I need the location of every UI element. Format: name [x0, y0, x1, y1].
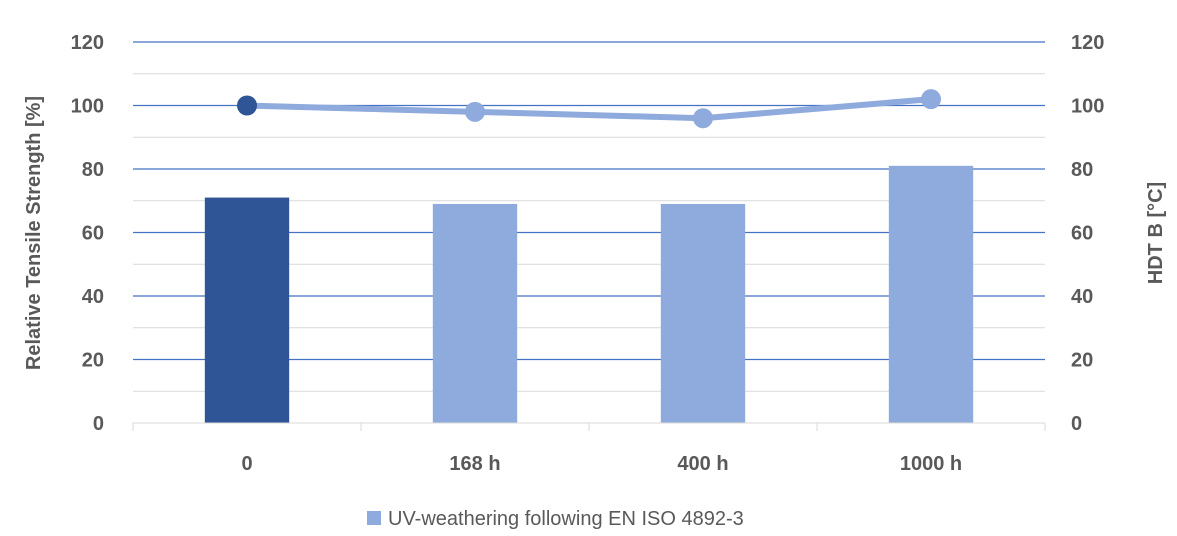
y-axis-right-title: HDT B [°C] [1145, 182, 1167, 284]
legend: UV-weathering following EN ISO 4892-3 [367, 508, 744, 530]
bar [660, 203, 746, 423]
line-series [237, 89, 941, 129]
x-axis-tick-label: 1000 h [900, 453, 962, 475]
bar [204, 197, 290, 423]
bar-series [204, 165, 974, 423]
y-axis-right-tick-label: 20 [1071, 350, 1093, 372]
y-axis-left-tick-label: 80 [82, 159, 104, 181]
x-axis-tick-label: 0 [241, 453, 252, 475]
axes: 0 20 40 60 80 100 120 0 20 40 60 80 100 120 0 168 h 400 … [71, 32, 1105, 475]
y-axis-left-tick-label: 20 [82, 350, 104, 372]
y-axis-left-tick-label: 120 [71, 32, 104, 54]
y-axis-right-tick-label: 120 [1071, 32, 1104, 54]
legend-swatch [367, 511, 381, 525]
y-axis-left-tick-label: 100 [71, 96, 104, 118]
legend-label: UV-weathering following EN ISO 4892-3 [388, 508, 744, 530]
x-axis-tick-label: 400 h [677, 453, 728, 475]
line-point [921, 89, 941, 110]
x-axis-tick-label: 168 h [449, 453, 500, 475]
line-point [237, 95, 257, 116]
bar [432, 203, 518, 423]
y-axis-right-tick-label: 100 [1071, 96, 1104, 118]
y-axis-right-tick-label: 0 [1071, 413, 1082, 435]
y-axis-right-tick-label: 80 [1071, 159, 1093, 181]
line-point [465, 101, 485, 122]
y-axis-left-tick-label: 40 [82, 286, 104, 308]
bar [888, 165, 974, 423]
y-axis-left-tick-label: 60 [82, 223, 104, 245]
y-axis-left-tick-label: 0 [93, 413, 104, 435]
y-axis-left-title: Relative Tensile Strength [%] [23, 96, 45, 370]
line-point [693, 108, 713, 129]
y-axis-right-tick-label: 60 [1071, 223, 1093, 245]
line-path [244, 96, 934, 122]
y-axis-right-tick-label: 40 [1071, 286, 1093, 308]
